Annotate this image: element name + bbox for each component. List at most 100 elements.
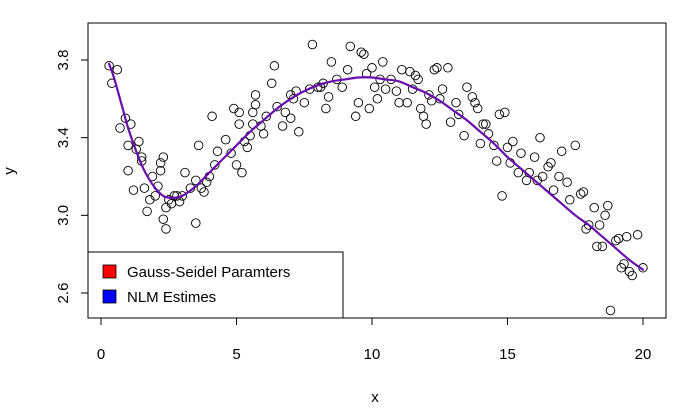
- data-point: [210, 160, 220, 170]
- data-point: [603, 200, 613, 211]
- data-point: [597, 241, 608, 252]
- data-point: [345, 41, 356, 52]
- data-point: [139, 183, 150, 193]
- data-point: [169, 191, 179, 201]
- scatter-points: [104, 39, 648, 316]
- data-point: [150, 191, 160, 201]
- data-point: [489, 140, 499, 151]
- data-point: [578, 187, 589, 197]
- data-point: [475, 138, 486, 149]
- y-tick-label: 3.8: [55, 50, 72, 71]
- data-point: [594, 220, 605, 230]
- data-point: [481, 119, 491, 129]
- data-point: [115, 123, 125, 133]
- data-point: [258, 129, 269, 139]
- x-tick-label: 10: [364, 346, 381, 363]
- data-point: [467, 92, 478, 102]
- y-tick-label: 2.6: [55, 283, 72, 304]
- data-point: [269, 61, 280, 71]
- data-point: [627, 270, 637, 281]
- data-point: [451, 97, 461, 108]
- data-point: [177, 191, 188, 201]
- data-point: [429, 64, 440, 75]
- data-point: [437, 84, 448, 94]
- data-point: [234, 107, 244, 118]
- data-point: [266, 78, 277, 89]
- x-tick-label: 5: [232, 346, 240, 363]
- data-point: [191, 175, 201, 186]
- data-point: [356, 47, 366, 57]
- data-point: [462, 82, 472, 92]
- data-point: [513, 167, 524, 178]
- x-tick-label: 15: [499, 346, 516, 363]
- data-point: [280, 107, 291, 118]
- data-point: [220, 134, 231, 145]
- data-point: [432, 63, 442, 73]
- data-point: [226, 148, 236, 158]
- data-point: [508, 136, 518, 147]
- data-point: [250, 90, 261, 100]
- data-point: [632, 230, 643, 240]
- y-tick-label: 3.0: [55, 205, 72, 226]
- data-point: [326, 57, 337, 67]
- data-point: [605, 305, 616, 316]
- data-point: [250, 99, 261, 110]
- data-point: [372, 94, 383, 104]
- data-point: [592, 241, 602, 252]
- data-point: [570, 140, 581, 151]
- data-point: [516, 148, 526, 158]
- data-point: [497, 191, 507, 201]
- data-point: [299, 97, 310, 108]
- data-point: [199, 187, 209, 197]
- data-point: [445, 117, 456, 127]
- legend-label-nlm: NLM Estimes: [127, 289, 216, 306]
- data-point: [201, 177, 212, 188]
- data-point: [611, 235, 621, 246]
- data-point: [394, 97, 404, 108]
- data-point: [237, 167, 247, 178]
- x-tick-label: 0: [97, 346, 105, 363]
- data-point: [421, 119, 431, 129]
- data-point: [613, 233, 624, 244]
- data-point: [134, 136, 144, 147]
- data-point: [155, 165, 166, 176]
- data-point: [158, 152, 169, 162]
- data-point: [321, 103, 331, 114]
- x-tick-label: 20: [635, 346, 652, 363]
- data-point: [391, 86, 402, 96]
- data-point: [413, 74, 423, 85]
- data-point: [565, 195, 575, 205]
- data-point: [191, 218, 201, 228]
- data-point: [158, 214, 169, 224]
- data-point: [494, 109, 505, 120]
- data-point: [193, 140, 204, 151]
- data-point: [307, 39, 318, 50]
- legend-swatch-nlm: [102, 289, 117, 304]
- data-point: [234, 119, 244, 129]
- data-point: [537, 171, 548, 182]
- data-point: [584, 220, 594, 230]
- data-point: [621, 231, 632, 242]
- data-point: [242, 142, 253, 153]
- data-point: [453, 109, 464, 120]
- data-point: [535, 132, 545, 143]
- data-point: [378, 57, 388, 67]
- data-point: [161, 224, 171, 234]
- data-point: [502, 142, 513, 153]
- data-point: [123, 140, 133, 151]
- data-point: [207, 111, 217, 122]
- data-point: [353, 97, 364, 108]
- data-point: [472, 103, 483, 114]
- data-point: [350, 111, 361, 122]
- data-point: [261, 111, 272, 122]
- data-point: [337, 82, 347, 92]
- data-point: [277, 121, 288, 131]
- data-point: [500, 107, 510, 118]
- data-point: [359, 49, 369, 59]
- data-point: [478, 119, 488, 129]
- data-point: [402, 97, 412, 108]
- data-point: [112, 64, 123, 75]
- data-point: [556, 146, 567, 157]
- data-point: [155, 158, 166, 168]
